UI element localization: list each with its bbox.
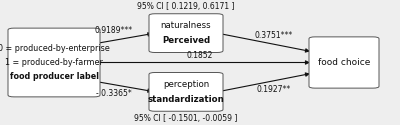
- FancyBboxPatch shape: [149, 72, 223, 111]
- Text: food choice: food choice: [318, 58, 370, 67]
- Text: 0.3751***: 0.3751***: [255, 30, 293, 40]
- FancyBboxPatch shape: [149, 14, 223, 52]
- Text: food producer label: food producer label: [10, 72, 98, 81]
- Text: 0 = produced-by-enterprise: 0 = produced-by-enterprise: [0, 44, 110, 53]
- Text: standardization: standardization: [148, 94, 224, 104]
- Text: 95% CI [ -0.1501, -0.0059 ]: 95% CI [ -0.1501, -0.0059 ]: [134, 114, 238, 123]
- FancyBboxPatch shape: [309, 37, 379, 88]
- Text: 0.1852: 0.1852: [187, 51, 213, 60]
- FancyBboxPatch shape: [8, 28, 100, 97]
- Text: 0.1927**: 0.1927**: [257, 86, 291, 94]
- Text: 95% CI [ 0.1219, 0.6171 ]: 95% CI [ 0.1219, 0.6171 ]: [137, 2, 235, 11]
- Text: 0.9189***: 0.9189***: [95, 26, 133, 35]
- Text: Perceived: Perceived: [162, 36, 210, 45]
- Text: 1 = produced-by-farmer: 1 = produced-by-farmer: [5, 58, 103, 67]
- Text: - 0.3365*: - 0.3365*: [96, 89, 132, 98]
- Text: perception: perception: [163, 80, 209, 89]
- Text: naturalness: naturalness: [161, 22, 211, 30]
